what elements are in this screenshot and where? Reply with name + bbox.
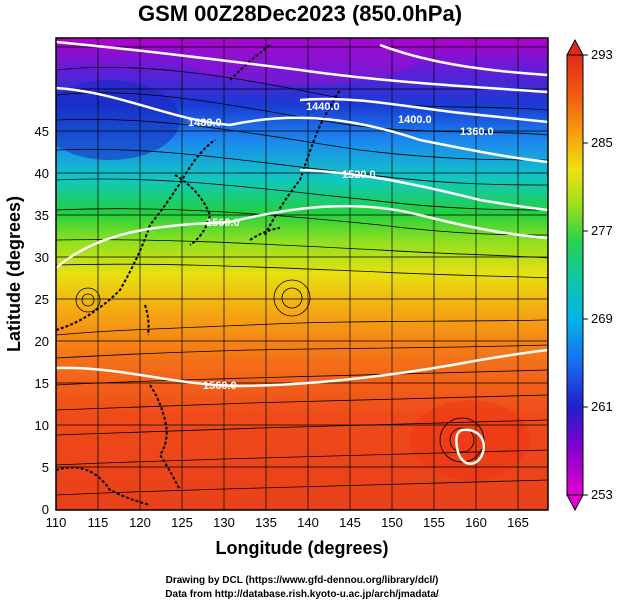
credit-data-source: Data from http://database.rish.kyoto-u.a… — [165, 589, 439, 600]
x-tick-label: 130 — [213, 515, 235, 530]
x-tick-label: 145 — [339, 515, 361, 530]
y-tick-label: 20 — [35, 334, 49, 349]
contour-label-1400: 1400.0 — [398, 114, 432, 126]
colorbar-tick-label: 293 — [591, 47, 613, 62]
contour-label-1520: 1520.0 — [342, 169, 376, 181]
credit-drawing: Drawing by DCL (https://www.gfd-dennou.o… — [166, 575, 439, 586]
contour-label-1560-north: 1560.0 — [206, 217, 240, 229]
x-tick-label: 140 — [297, 515, 319, 530]
colorbar-tick-label: 261 — [591, 399, 613, 414]
y-axis: 0 5 10 15 20 25 30 35 40 45 — [35, 124, 49, 517]
y-tick-label: 15 — [35, 376, 49, 391]
x-axis: 110 115 120 125 130 135 140 145 150 155 … — [46, 515, 529, 530]
cold-pool-north — [180, 38, 420, 85]
coastlines — [56, 44, 341, 506]
y-tick-label: 5 — [42, 460, 49, 475]
contour-label-1480: 1480.0 — [188, 117, 222, 129]
x-tick-label: 125 — [171, 515, 193, 530]
x-tick-label: 155 — [423, 515, 445, 530]
contour-label-1360: 1360.0 — [460, 126, 494, 138]
map-title: GSM 00Z28Dec2023 (850.0hPa) — [138, 1, 462, 26]
colorbar-scale — [566, 54, 584, 496]
y-tick-label: 10 — [35, 418, 49, 433]
x-tick-label: 120 — [129, 515, 151, 530]
x-tick-label: 135 — [255, 515, 277, 530]
x-tick-label: 115 — [88, 515, 109, 530]
colorbar-tick-label: 253 — [591, 487, 613, 502]
height-contours — [56, 40, 548, 465]
x-tick-label: 165 — [507, 515, 529, 530]
x-tick-label: 150 — [381, 515, 403, 530]
y-tick-label: 45 — [35, 124, 49, 139]
colorbar-top-arrow — [566, 38, 584, 56]
colorbar-tick-label: 269 — [591, 311, 613, 326]
colorbar-bottom-arrow — [566, 494, 584, 512]
warm-eddy-east — [410, 400, 530, 480]
y-tick-label: 40 — [35, 166, 49, 181]
x-tick-label: 110 — [46, 515, 67, 530]
x-axis-title: Longitude (degrees) — [215, 538, 388, 558]
y-axis-title: Latitude (degrees) — [4, 196, 24, 352]
contour-label-1440: 1440.0 — [306, 101, 340, 113]
plot-frame — [55, 37, 549, 511]
x-tick-label: 160 — [465, 515, 487, 530]
y-tick-label: 35 — [35, 208, 49, 223]
y-tick-label: 0 — [42, 502, 49, 517]
contour-label-1560-south: 1560.0 — [203, 380, 237, 392]
colorbar-tick-label: 285 — [591, 135, 613, 150]
colorbar: 293 285 277 269 261 253 — [566, 38, 613, 512]
colorbar-tick-label: 277 — [591, 223, 613, 238]
y-tick-label: 25 — [35, 292, 49, 307]
y-tick-label: 30 — [35, 250, 49, 265]
